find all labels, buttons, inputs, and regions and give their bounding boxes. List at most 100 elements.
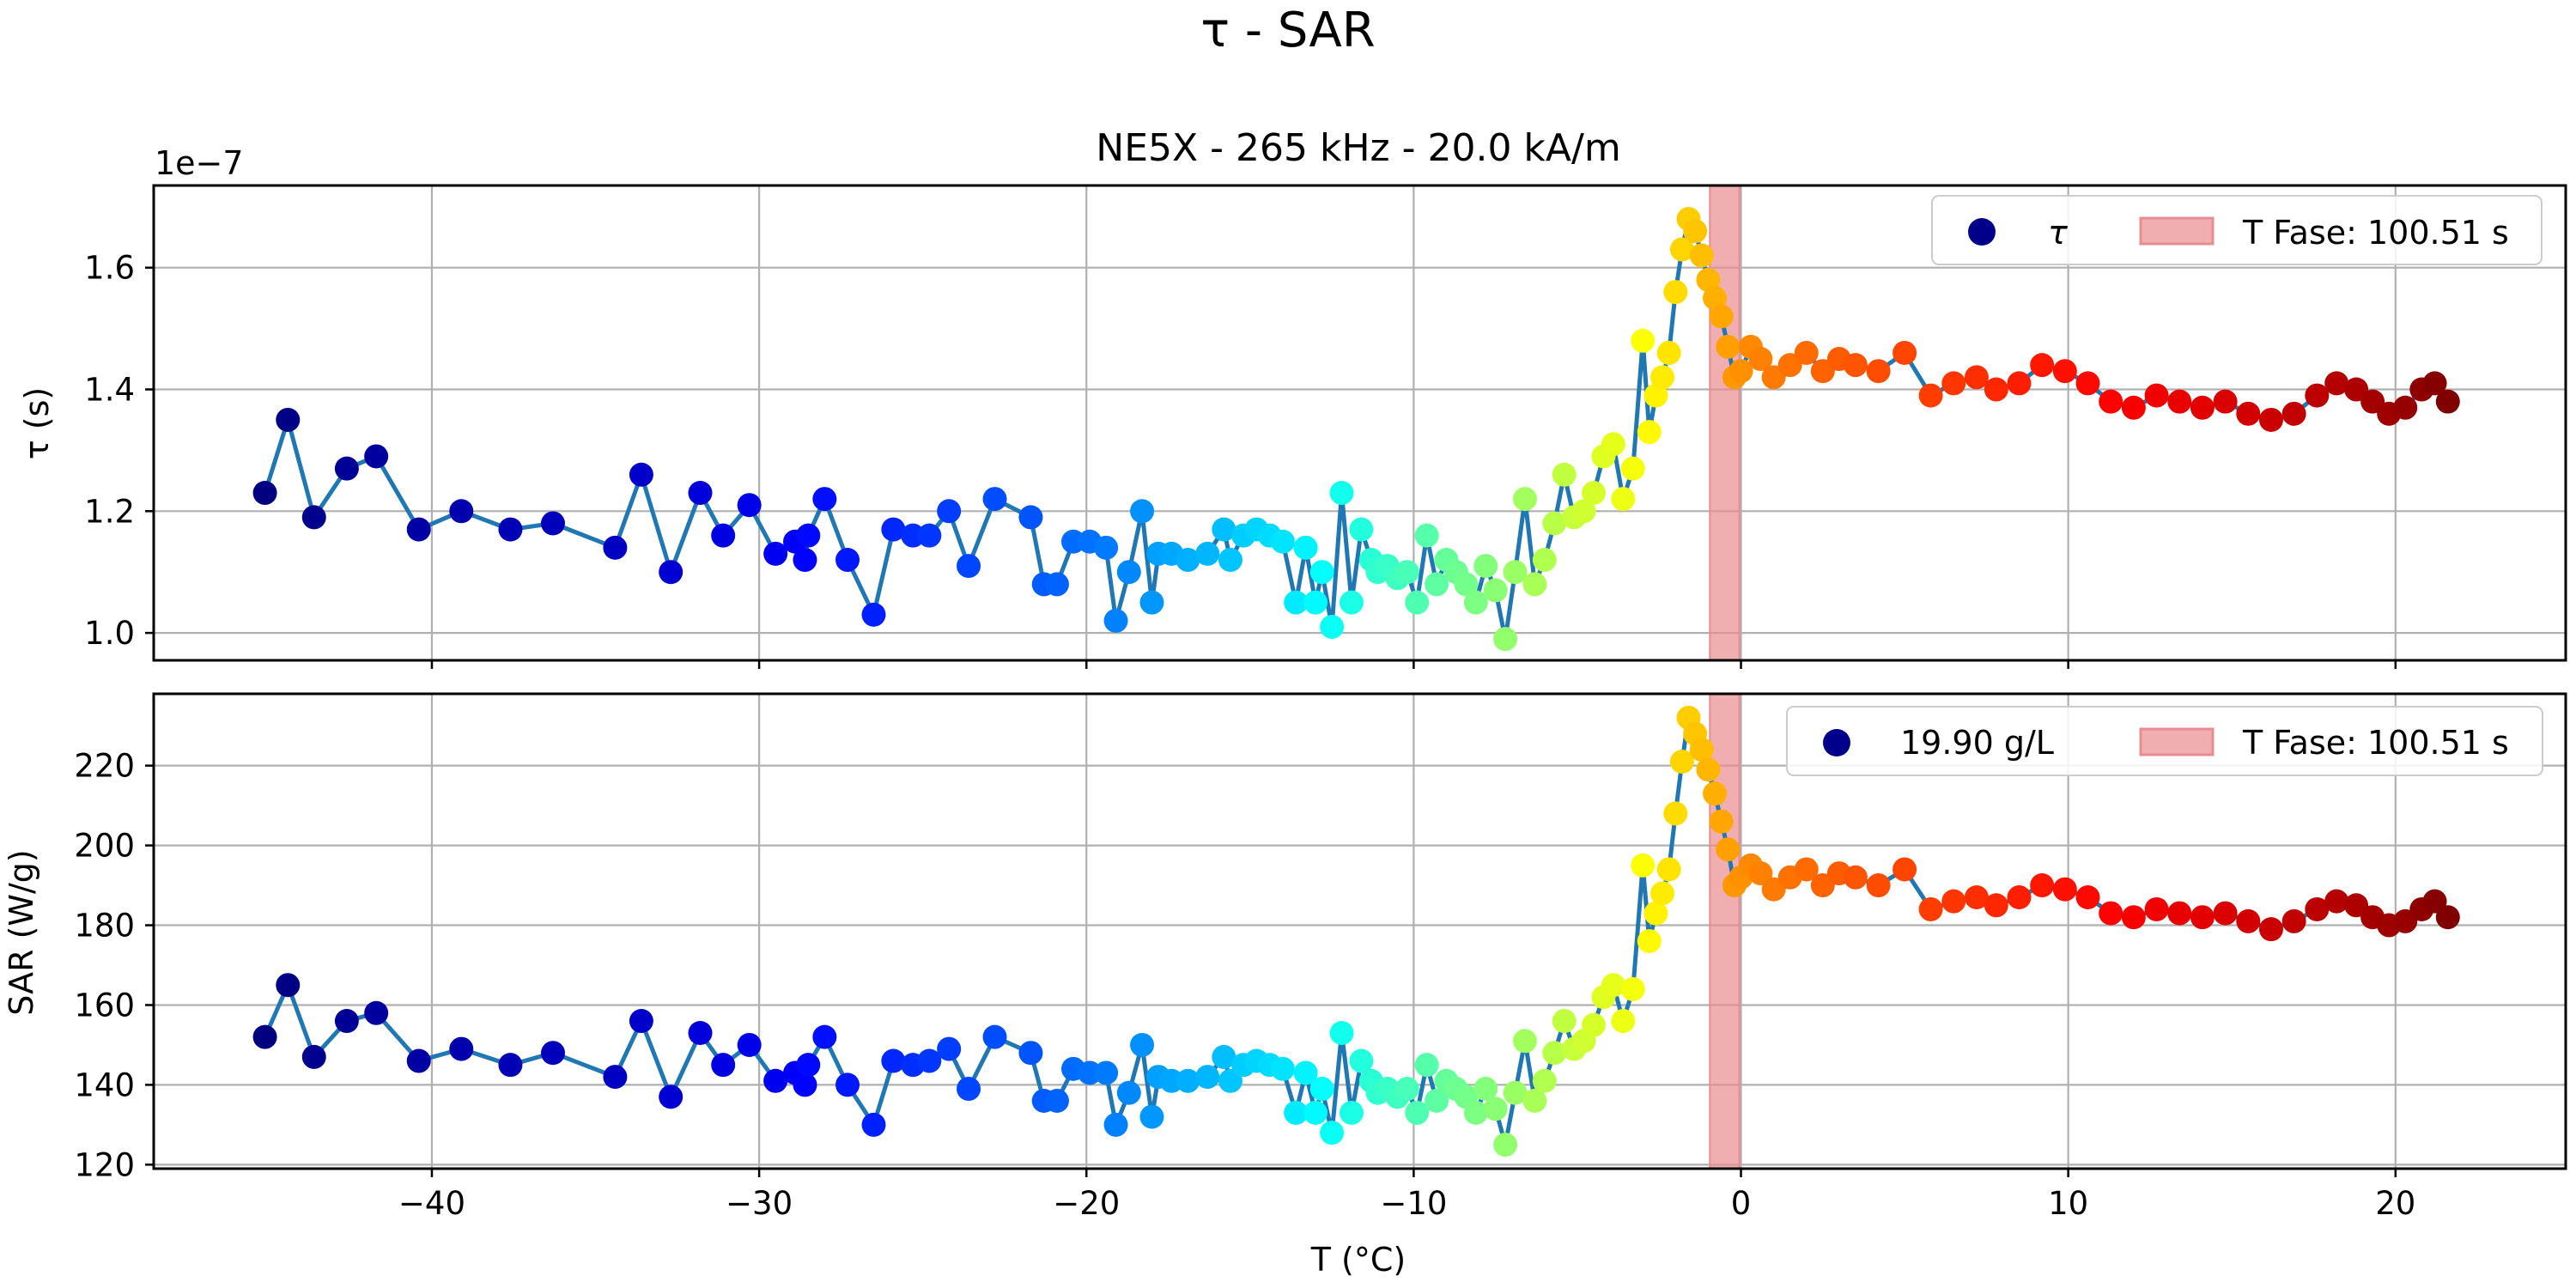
sar-data-point (659, 1084, 683, 1109)
sar-y-tick-label: 180 (74, 908, 135, 945)
tau-data-point (1689, 243, 1714, 268)
sar-data-point (957, 1077, 981, 1102)
tau-data-point (1329, 481, 1354, 506)
tau-data-point (1522, 572, 1547, 597)
tau-data-point (1425, 572, 1449, 597)
tau-data-point (1139, 590, 1164, 615)
tau-data-point (1473, 554, 1498, 579)
sar-data-point (1139, 1104, 1164, 1129)
tau-data-point (1683, 219, 1708, 244)
tau-data-point (540, 511, 565, 536)
tau-data-point (406, 517, 431, 542)
sar-data-point (1941, 889, 1966, 914)
tau-data-point (688, 481, 713, 506)
sar-data-point (2052, 877, 2077, 902)
sar-data-point (1532, 1068, 1557, 1093)
sar-data-point (2030, 873, 2055, 898)
sar-data-point (1195, 1065, 1220, 1090)
tau-data-point (1794, 340, 1819, 365)
tau-data-point (1176, 548, 1200, 573)
tau-data-point (2190, 395, 2215, 420)
tau-data-point (2099, 389, 2123, 414)
sar-data-point (1405, 1100, 1430, 1125)
sar-legend-patch-icon (2139, 727, 2215, 756)
tau-data-point (1631, 328, 1656, 353)
sar-data-point (1103, 1112, 1128, 1137)
tau-data-point (2305, 383, 2330, 408)
sar-data-point (1582, 1012, 1607, 1037)
sar-data-point (2213, 901, 2238, 926)
tau-data-point (1303, 590, 1328, 615)
sar-data-point (1483, 1097, 1508, 1121)
tau-data-point (1984, 377, 2008, 402)
tau-data-point (1293, 535, 1318, 560)
tau-data-point (1094, 535, 1119, 560)
sar-data-point (1866, 873, 1891, 898)
tau-data-point (449, 499, 474, 524)
sar-data-point (449, 1036, 474, 1061)
sar-data-point (1893, 857, 1917, 882)
tau-data-point (1748, 347, 1773, 372)
tau-data-point (1463, 590, 1488, 615)
tau-data-point (2258, 407, 2283, 432)
tau-y-tick-label: 1.2 (84, 493, 135, 530)
sar-data-point (2190, 905, 2215, 930)
tau-data-point (1284, 590, 1309, 615)
sar-data-point (1293, 1060, 1318, 1085)
tau-data-point (861, 602, 886, 627)
sar-data-point (1964, 885, 1989, 909)
sar-data-point (1493, 1133, 1518, 1157)
sar-data-point (917, 1048, 942, 1073)
tau-data-point (1018, 505, 1043, 530)
sar-data-point (1176, 1068, 1200, 1093)
tau-data-point (1044, 572, 1069, 597)
tau-data-point (1810, 359, 1835, 384)
sar-data-point (2007, 885, 2032, 909)
tau-data-point (2167, 389, 2192, 414)
tau-data-point (2324, 371, 2349, 396)
sar-legend: 19.90 g/L T Fase: 100.51 s (1786, 706, 2543, 776)
sar-data-point (1601, 973, 1625, 998)
sar-data-point (1703, 781, 1728, 806)
tau-data-point (1130, 499, 1155, 524)
sar-data-point (1663, 801, 1688, 826)
tau-data-point (957, 554, 981, 579)
tau-y-tick-label: 1.4 (84, 372, 135, 409)
sar-data-point (2258, 917, 2283, 942)
tau-data-point (1542, 511, 1567, 536)
tau-data-point (2236, 401, 2261, 426)
tau-data-point (1309, 560, 1334, 585)
sar-data-point (1503, 1080, 1528, 1105)
figure-title: τ - SAR (1200, 3, 1375, 58)
tau-data-point (1405, 590, 1430, 615)
sar-data-point (1303, 1100, 1328, 1125)
sar-data-point (982, 1024, 1007, 1049)
tau-data-point (2435, 389, 2460, 414)
tau-data-point (1503, 560, 1528, 585)
tau-data-point (2030, 353, 2055, 378)
sar-data-point (793, 1072, 817, 1097)
tau-data-point (2007, 371, 2032, 396)
tau-data-point (1116, 560, 1141, 585)
tau-data-point (796, 523, 821, 548)
tau-y-tick-label: 1.6 (84, 250, 135, 287)
sar-data-point (937, 1036, 962, 1061)
sar-data-point (1611, 1009, 1636, 1034)
tau-data-point (1728, 359, 1753, 384)
tau-data-point (2360, 389, 2385, 414)
sar-data-point (2305, 896, 2330, 921)
tau-legend-label-tau: τ (2048, 214, 2069, 252)
tau-data-point (2144, 383, 2169, 408)
tau-data-point (1650, 365, 1675, 390)
tau-y-tick-label: 1.0 (84, 615, 135, 652)
sar-data-point (1425, 1089, 1449, 1113)
tau-data-point (1703, 286, 1728, 311)
sar-data-point (2236, 908, 2261, 933)
sar-data-point (1130, 1032, 1155, 1057)
tau-data-point (1620, 456, 1645, 481)
tau-data-point (1709, 304, 1734, 329)
tau-data-point (252, 481, 277, 506)
sar-data-point (1542, 1041, 1567, 1066)
